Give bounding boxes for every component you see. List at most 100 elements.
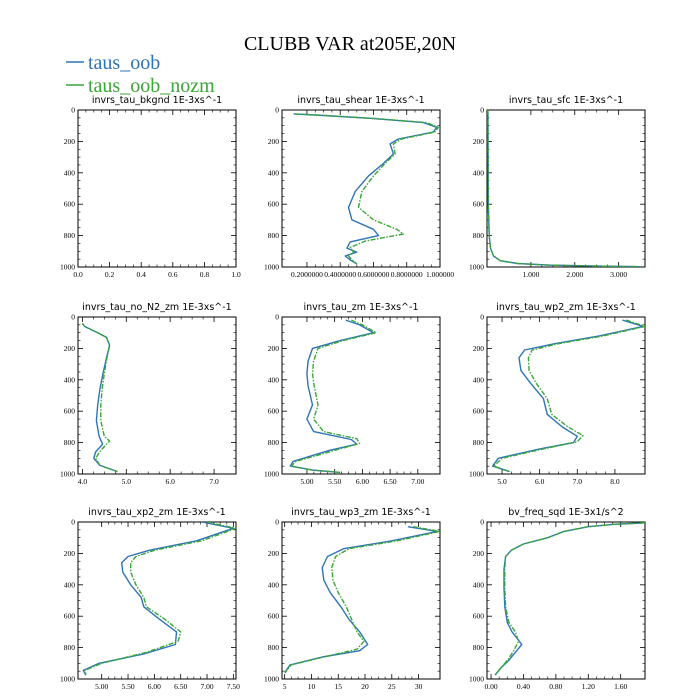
y-tick-label: 200 xyxy=(473,344,485,353)
panel-title: invrs_tau_bkgnd 1E-3xs^-1 xyxy=(92,95,222,106)
x-tick-label: 7.00 xyxy=(411,477,424,486)
y-tick-label: 800 xyxy=(268,643,280,652)
y-tick-label: 1000 xyxy=(469,675,484,684)
x-tick-label: 10 xyxy=(308,682,316,691)
series-line-taus-oob-nozm xyxy=(290,319,377,474)
panel-grid: invrs_tau_bkgnd 1E-3xs^-1020040060080010… xyxy=(60,95,646,691)
panel-2: invrs_tau_shear 1E-3xs^-1 0 200 400 600 800 10… xyxy=(264,95,454,279)
y-tick-label: 800 xyxy=(473,643,485,652)
panel-8: invrs_tau_wp3_zm 1E-3xs^-1 0 200 400 600 800 1… xyxy=(264,507,441,691)
x-tick-label: 7.00 xyxy=(200,682,213,691)
y-tick-label: 1000 xyxy=(264,675,279,684)
x-tick-label: 6.0 xyxy=(165,477,175,486)
y-tick-label: 600 xyxy=(473,612,485,621)
y-tick-label: 1000 xyxy=(469,263,484,272)
plot-frame xyxy=(281,109,441,268)
y-tick-label: 400 xyxy=(473,580,485,589)
x-tick-label: 6.0 xyxy=(535,477,545,486)
x-tick-label: 30 xyxy=(415,682,423,691)
y-tick-label: 800 xyxy=(268,231,280,240)
plot-frame xyxy=(486,316,646,475)
x-tick-label: 6.00 xyxy=(148,682,161,691)
panel-4: invrs_tau_no_N2_zm 1E-3xs^-1 0 200 400 600 80… xyxy=(60,302,237,486)
x-tick-label: 5.00 xyxy=(95,682,108,691)
y-tick-label: 200 xyxy=(64,549,76,558)
plot-frame xyxy=(77,521,237,680)
legend-label-taus-oob-nozm: taus_oob_nozm xyxy=(88,75,215,97)
y-tick-label: 600 xyxy=(64,200,76,209)
panel-title: bv_freq_sqd 1E-3x1/s^2 xyxy=(508,507,623,518)
y-tick-label: 0 xyxy=(71,313,75,322)
x-tick-label: 1.60 xyxy=(614,682,627,691)
plot-frame xyxy=(281,316,441,475)
x-tick-label: 2.000 xyxy=(566,270,583,279)
panel-9: bv_freq_sqd 1E-3x1/s^2020040060080010000… xyxy=(469,507,646,691)
y-tick-label: 0 xyxy=(480,313,484,322)
panel-5: invrs_tau_zm 1E-3xs^-1 0 200 400 600 800 1000 5… xyxy=(264,302,441,486)
y-tick-label: 200 xyxy=(268,549,280,558)
x-tick-label: 15 xyxy=(334,682,342,691)
x-tick-label: 0.40 xyxy=(517,682,530,691)
x-tick-label: 20 xyxy=(361,682,369,691)
y-tick-label: 800 xyxy=(473,231,485,240)
series-line-taus-oob xyxy=(491,319,644,473)
y-tick-label: 600 xyxy=(268,407,280,416)
panel-title: invrs_tau_zm 1E-3xs^-1 xyxy=(304,302,419,313)
plot-frame xyxy=(486,109,646,268)
x-tick-label: 1.20 xyxy=(582,682,595,691)
legend-label-taus-oob: taus_oob xyxy=(88,52,160,74)
x-tick-label: 6.00 xyxy=(356,477,369,486)
y-tick-label: 400 xyxy=(473,168,485,177)
x-tick-label: 7.50 xyxy=(227,682,240,691)
panel-title: invrs_tau_xp2_zm 1E-3xs^-1 xyxy=(88,507,225,518)
x-tick-label: 1.000 xyxy=(522,270,539,279)
x-tick-label: 0.80 xyxy=(549,682,562,691)
series-line-taus-oob-nozm xyxy=(493,319,645,473)
y-tick-label: 600 xyxy=(64,612,76,621)
series-line-taus-oob xyxy=(494,522,645,676)
series-line-taus-oob xyxy=(82,522,235,676)
panel-title: invrs_tau_sfc 1E-3xs^-1 xyxy=(509,95,623,106)
x-tick-label: 5.50 xyxy=(328,477,341,486)
y-tick-label: 400 xyxy=(64,580,76,589)
y-tick-label: 1000 xyxy=(60,263,75,272)
y-tick-label: 600 xyxy=(473,407,485,416)
y-tick-label: 0 xyxy=(275,518,279,527)
y-tick-label: 400 xyxy=(64,375,76,384)
y-tick-label: 600 xyxy=(473,200,485,209)
panel-1: invrs_tau_bkgnd 1E-3xs^-1 0 200 400 600 800 10… xyxy=(60,95,241,279)
figure-title: CLUBB VAR at205E,20N xyxy=(244,33,456,55)
panel-title: invrs_tau_no_N2_zm 1E-3xs^-1 xyxy=(82,302,231,313)
series-line-taus-oob xyxy=(289,319,375,474)
x-tick-label: 0.2 xyxy=(105,270,115,279)
y-tick-label: 600 xyxy=(268,612,280,621)
x-tick-label: 6.50 xyxy=(384,477,397,486)
x-tick-label: 3.000 xyxy=(610,270,627,279)
y-tick-label: 200 xyxy=(268,344,280,353)
x-tick-label: 5.0 xyxy=(122,477,132,486)
panel-title: invrs_tau_wp3_zm 1E-3xs^-1 xyxy=(291,507,431,518)
y-tick-label: 800 xyxy=(64,438,76,447)
x-tick-label: 5.00 xyxy=(300,477,313,486)
y-tick-label: 800 xyxy=(473,438,485,447)
x-tick-label: 0.0 xyxy=(73,270,83,279)
y-tick-label: 1000 xyxy=(264,263,279,272)
y-tick-label: 800 xyxy=(64,231,76,240)
y-tick-label: 400 xyxy=(268,580,280,589)
legend: taus_oob taus_oob_nozm xyxy=(66,52,215,97)
y-tick-label: 200 xyxy=(64,344,76,353)
x-tick-label: 0.4 xyxy=(137,270,147,279)
x-tick-label: 7.0 xyxy=(573,477,583,486)
panel-title: invrs_tau_wp2_zm 1E-3xs^-1 xyxy=(496,302,636,313)
x-tick-label: 5.50 xyxy=(121,682,134,691)
series-line-taus-oob xyxy=(81,322,118,473)
y-tick-label: 1000 xyxy=(60,470,75,479)
y-tick-label: 200 xyxy=(473,137,485,146)
x-tick-label: 6.50 xyxy=(174,682,187,691)
series-line-taus-oob xyxy=(284,526,438,674)
y-tick-label: 0 xyxy=(480,106,484,115)
y-tick-label: 600 xyxy=(268,200,280,209)
series-line-taus-oob-nozm xyxy=(494,522,645,676)
x-tick-label: 4.0 xyxy=(78,477,88,486)
